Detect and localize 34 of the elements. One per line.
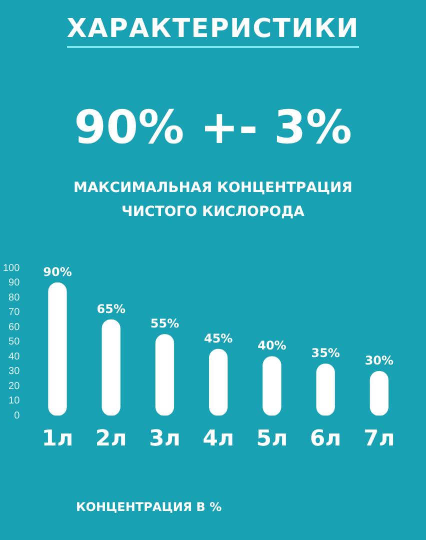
y-tick-label: 40 <box>8 351 20 362</box>
bar <box>48 282 67 416</box>
data-label: 40% <box>258 338 286 353</box>
data-label: 30% <box>364 353 394 368</box>
y-tick-label: 20 <box>8 380 20 392</box>
x-tick-label: 7л <box>363 426 395 452</box>
data-label: 90% <box>43 264 72 279</box>
x-axis-title: КОНЦЕНТРАЦИЯ В % <box>76 500 222 514</box>
data-label: 55% <box>150 316 180 331</box>
chart-subtitle: 90% +- 3% <box>73 100 353 154</box>
y-tick-label: 0 <box>14 410 20 422</box>
y-tick-label: 100 <box>2 262 20 274</box>
data-label: 45% <box>204 331 233 346</box>
y-tick-label: 50 <box>8 336 20 348</box>
bar <box>262 356 282 416</box>
y-tick-label: 30 <box>8 366 20 378</box>
bar <box>209 348 228 416</box>
bar <box>102 319 120 416</box>
data-label: 65% <box>96 302 126 316</box>
bar <box>155 334 174 416</box>
x-tick-label: 5л <box>256 426 288 452</box>
y-tick-label: 60 <box>8 322 20 333</box>
data-label: 35% <box>311 346 340 360</box>
x-tick-label: 6л <box>310 426 342 452</box>
y-tick-label: 80 <box>8 292 20 304</box>
x-tick-label: 1л <box>42 426 74 452</box>
x-tick-label: 2л <box>95 426 127 452</box>
text: МАКСИМАЛЬНАЯ КОНЦЕНТРАЦИЯ ЧИСТОГО КИСЛОРОДА <box>72 179 354 222</box>
y-tick-label: 10 <box>8 396 20 407</box>
y-tick-label: 90 <box>8 278 20 289</box>
x-tick-label: 3л <box>149 426 180 452</box>
x-tick-label: 4л <box>202 426 234 452</box>
y-tick-label: 70 <box>8 307 20 318</box>
chart-title: ХАРАКТЕРИСТИКИ <box>66 14 360 48</box>
